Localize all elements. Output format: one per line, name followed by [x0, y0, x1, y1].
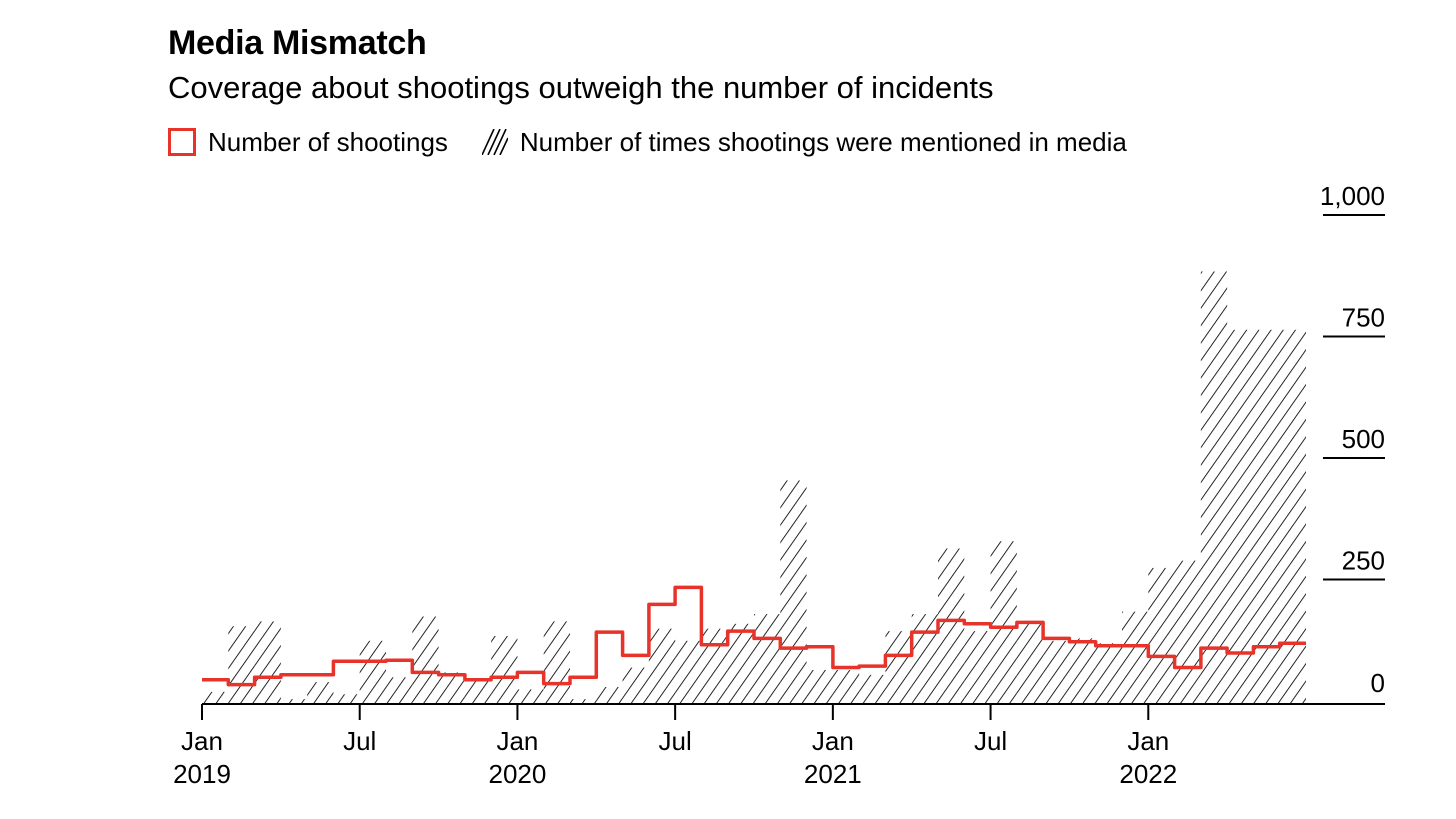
- mentions-bar: [412, 616, 439, 704]
- x-tick-label: Jan: [1127, 726, 1169, 756]
- mentions-bar: [754, 614, 781, 704]
- x-tick-year-label: 2019: [173, 759, 231, 789]
- chart-title: Media Mismatch: [168, 24, 427, 62]
- mentions-bar: [307, 682, 334, 704]
- x-tick-year-label: 2022: [1119, 759, 1177, 789]
- mentions-bar: [832, 669, 860, 704]
- shootings-line: [202, 585, 1306, 687]
- mentions-bar: [333, 694, 360, 704]
- y-tick-label: 500: [1342, 424, 1385, 454]
- legend-swatch-mentions: [481, 129, 508, 155]
- mentions-bar: [491, 635, 518, 704]
- mentions-bar: [701, 628, 728, 704]
- mentions-bar: [885, 631, 912, 704]
- mentions-bar: [543, 621, 570, 704]
- mentions-bar: [202, 691, 229, 704]
- mentions-bar: [596, 686, 623, 704]
- mentions-bar: [1069, 638, 1096, 704]
- mentions-bar: [859, 674, 886, 704]
- legend-label-mentions: Number of times shootings were mentioned…: [519, 126, 1127, 157]
- mentions-bar: [622, 667, 649, 704]
- mentions-bar: [990, 541, 1017, 704]
- mentions-bar: [648, 628, 676, 704]
- mentions-bar: [1016, 623, 1044, 704]
- mentions-bar: [1174, 560, 1201, 704]
- chart-subtitle: Coverage about shootings outweigh the nu…: [168, 70, 994, 105]
- y-tick-label: 1,000: [1320, 181, 1385, 211]
- mentions-bar: [911, 614, 938, 704]
- mentions-bar: [570, 699, 597, 704]
- mentions-bar: [806, 669, 833, 704]
- mentions-bar: [517, 689, 544, 704]
- mentions-bar: [228, 626, 255, 704]
- mentions-bar: [280, 699, 308, 704]
- x-tick-label: Jan: [812, 726, 854, 756]
- mentions-bar: [938, 548, 965, 704]
- chart-legend: Number of shootings Number of times shoo…: [168, 124, 1127, 160]
- x-tick-label: Jul: [343, 726, 376, 756]
- mentions-bar: [359, 640, 386, 704]
- x-tick-label: Jul: [659, 726, 692, 756]
- y-axis: 0 250 500 750 1,000: [1320, 181, 1385, 698]
- mentions-bar: [1095, 643, 1122, 704]
- legend-item-shootings: Number of shootings: [168, 127, 448, 158]
- x-tick-year-label: 2021: [804, 759, 862, 789]
- mentions-bar: [254, 621, 281, 704]
- legend-item-mentions: Number of times shootings were mentioned…: [448, 127, 1127, 158]
- x-tick-label: Jan: [496, 726, 538, 756]
- y-tick-label: 750: [1342, 303, 1385, 333]
- legend-swatch-shootings: [168, 128, 196, 156]
- mentions-bar: [1043, 640, 1070, 704]
- mentions-bar: [1122, 611, 1149, 704]
- mentions-bar: [675, 640, 702, 704]
- mentions-bar: [464, 679, 492, 704]
- legend-label-shootings: Number of shootings: [208, 126, 448, 157]
- mentions-series: [202, 271, 1306, 704]
- mentions-bar: [780, 480, 807, 704]
- y-tick-label: 0: [1371, 668, 1385, 698]
- x-tick-label: Jan: [181, 726, 223, 756]
- x-tick-year-label: 2020: [489, 759, 547, 789]
- mentions-bar: [964, 631, 991, 704]
- y-tick-label: 250: [1342, 546, 1385, 576]
- x-tick-label: Jul: [974, 726, 1007, 756]
- mentions-bar: [438, 672, 465, 704]
- mentions-bar: [727, 623, 754, 704]
- mentions-bar: [1148, 567, 1175, 704]
- mentions-bar: [386, 677, 413, 704]
- mentions-bar: [1200, 271, 1228, 704]
